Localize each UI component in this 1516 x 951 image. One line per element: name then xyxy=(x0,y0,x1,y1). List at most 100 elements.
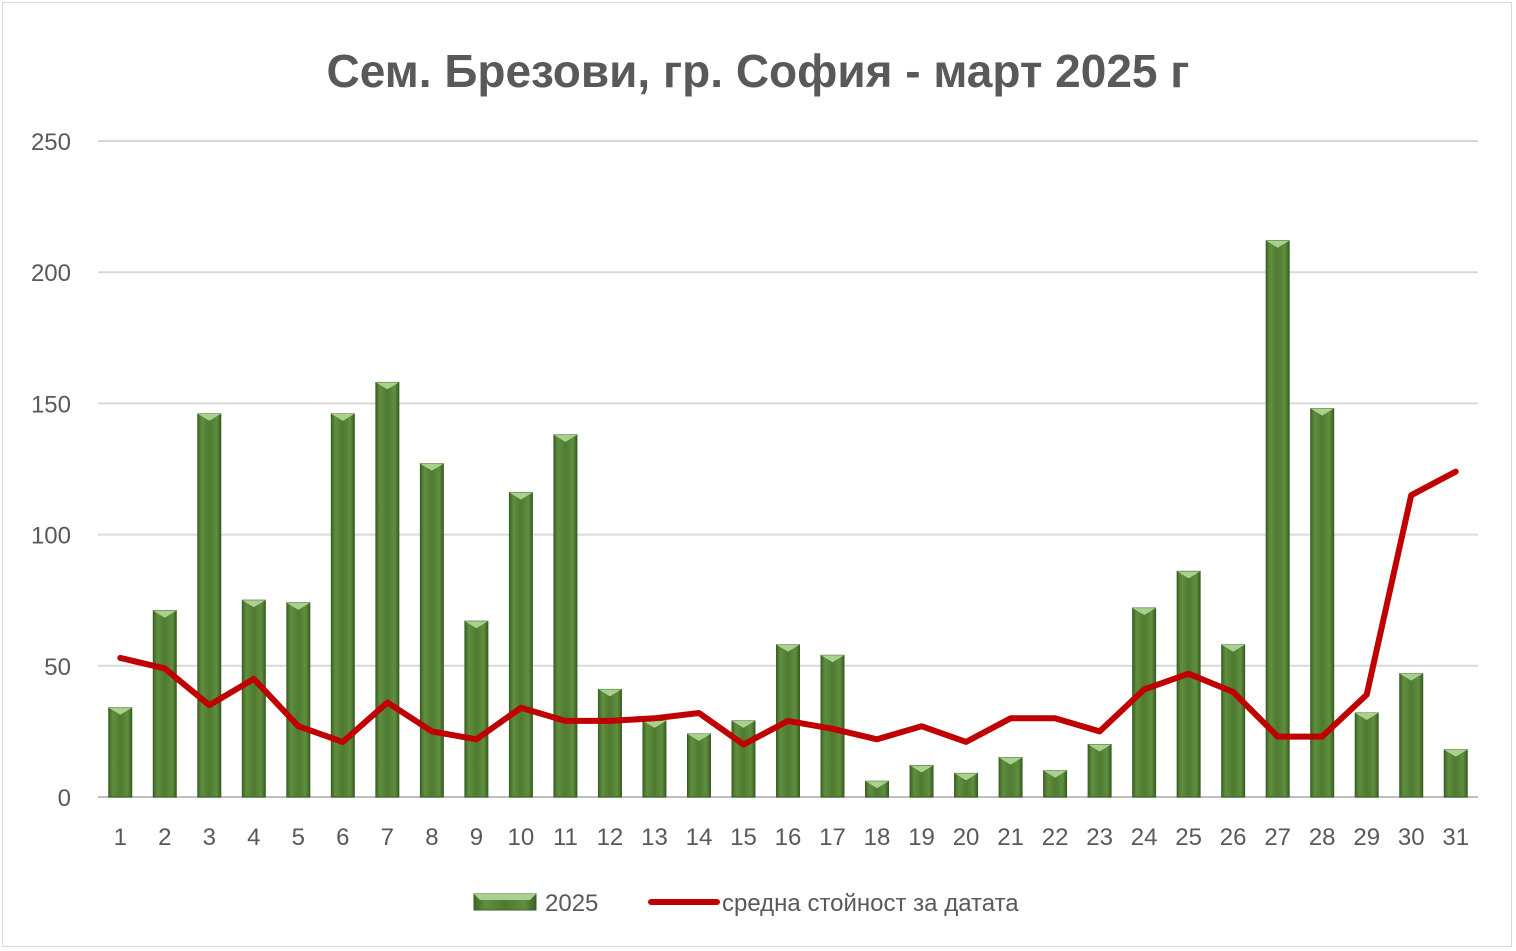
bar xyxy=(464,620,489,798)
bar-top-bevel xyxy=(598,689,622,697)
bar xyxy=(152,610,177,798)
bar-body xyxy=(1354,712,1379,798)
bar xyxy=(330,413,355,798)
line-series xyxy=(117,468,1459,748)
x-axis-ticks: 1 2 3 4 5 6 7 8 9 10 11 12 13 14 15 16 17 18 19 20 21 22 23 24 2… xyxy=(114,824,1470,851)
bar xyxy=(686,733,711,798)
bar-top-bevel xyxy=(687,734,711,742)
bar-body xyxy=(1265,240,1290,798)
bar-top-bevel xyxy=(420,463,444,471)
bar-top-bevel xyxy=(1355,713,1379,721)
bar xyxy=(954,772,979,798)
x-tick-label: 14 xyxy=(686,824,713,851)
bar-top-bevel xyxy=(1310,408,1334,416)
gridlines xyxy=(98,140,1478,798)
bar-top-bevel xyxy=(776,644,800,652)
legend-label-line: средна стойност за датата xyxy=(722,890,1019,917)
x-tick-label: 11 xyxy=(553,824,578,851)
bar-body xyxy=(152,610,177,798)
legend-item-line: средна стойност за датата xyxy=(648,890,1019,917)
bar xyxy=(1354,712,1379,798)
x-tick-label: 23 xyxy=(1086,824,1113,851)
x-tick-label: 16 xyxy=(775,824,802,851)
bar xyxy=(553,434,578,798)
x-tick-label: 31 xyxy=(1442,824,1469,851)
x-tick-label: 17 xyxy=(819,824,846,851)
y-tick-label: 200 xyxy=(31,260,71,287)
y-tick-label: 250 xyxy=(31,129,71,156)
bar xyxy=(597,688,622,798)
bar xyxy=(1132,607,1157,798)
y-tick-label: 0 xyxy=(58,785,71,812)
x-tick-label: 9 xyxy=(470,824,483,851)
bar xyxy=(1265,240,1290,798)
bar-top-bevel xyxy=(509,492,533,500)
x-tick-label: 2 xyxy=(158,824,171,851)
bar xyxy=(998,757,1023,798)
y-tick-label: 150 xyxy=(31,391,71,418)
bar xyxy=(1399,673,1424,798)
x-tick-label: 27 xyxy=(1264,824,1291,851)
bar-top-bevel xyxy=(1177,571,1201,579)
x-tick-label: 7 xyxy=(381,824,394,851)
bar-body xyxy=(508,492,533,798)
bar xyxy=(108,707,133,798)
bar-top-bevel xyxy=(1444,749,1468,757)
bar-top-bevel xyxy=(1088,744,1112,752)
bar-body xyxy=(375,381,400,798)
x-tick-label: 25 xyxy=(1175,824,1202,851)
bar-top-bevel xyxy=(865,781,889,789)
bar-body xyxy=(1399,673,1424,798)
x-tick-label: 6 xyxy=(336,824,349,851)
legend-item-bar: 2025 xyxy=(473,890,598,917)
x-tick-label: 13 xyxy=(641,824,668,851)
y-axis-ticks: 0 50 100 150 200 250 xyxy=(31,129,71,812)
legend-swatch-bar-bevel xyxy=(474,894,536,900)
x-tick-label: 20 xyxy=(953,824,980,851)
bar xyxy=(1221,644,1246,798)
average-line xyxy=(117,468,1459,748)
bar xyxy=(197,413,222,798)
bar-body xyxy=(108,707,133,798)
x-tick-label: 4 xyxy=(247,824,260,851)
bar xyxy=(241,599,266,798)
bar-body xyxy=(597,688,622,798)
bar-top-bevel xyxy=(108,707,132,715)
x-tick-label: 22 xyxy=(1042,824,1069,851)
bar xyxy=(1310,408,1335,798)
x-tick-label: 3 xyxy=(203,824,216,851)
bar xyxy=(375,381,400,798)
bar-top-bevel xyxy=(1221,644,1245,652)
bar-top-bevel xyxy=(910,765,934,773)
x-tick-label: 29 xyxy=(1353,824,1380,851)
bar xyxy=(1043,770,1068,798)
bar-top-bevel xyxy=(731,720,755,728)
x-tick-label: 21 xyxy=(997,824,1024,851)
bar-top-bevel xyxy=(197,413,221,421)
x-tick-label: 19 xyxy=(908,824,935,851)
bar-top-bevel xyxy=(1266,240,1290,248)
bar-body xyxy=(197,413,222,798)
bar xyxy=(865,780,890,798)
bar-series xyxy=(108,240,1468,798)
bar xyxy=(642,720,667,798)
bar-top-bevel xyxy=(821,655,845,663)
bar-top-bevel xyxy=(153,610,177,618)
bar-top-bevel xyxy=(286,602,310,610)
bar xyxy=(286,602,311,798)
legend: 2025 средна стойност за датата xyxy=(473,890,1019,917)
x-tick-label: 5 xyxy=(292,824,305,851)
x-tick-label: 15 xyxy=(730,824,757,851)
bar-top-bevel xyxy=(954,773,978,781)
bar-body xyxy=(1132,607,1157,798)
x-tick-label: 18 xyxy=(864,824,891,851)
bar-body xyxy=(1221,644,1246,798)
bar-body xyxy=(1443,749,1468,798)
bar xyxy=(909,765,934,798)
bar xyxy=(419,463,444,798)
y-tick-label: 50 xyxy=(44,654,71,681)
x-tick-label: 1 xyxy=(114,824,127,851)
bar-top-bevel xyxy=(331,413,355,421)
bar-top-bevel xyxy=(464,621,488,629)
